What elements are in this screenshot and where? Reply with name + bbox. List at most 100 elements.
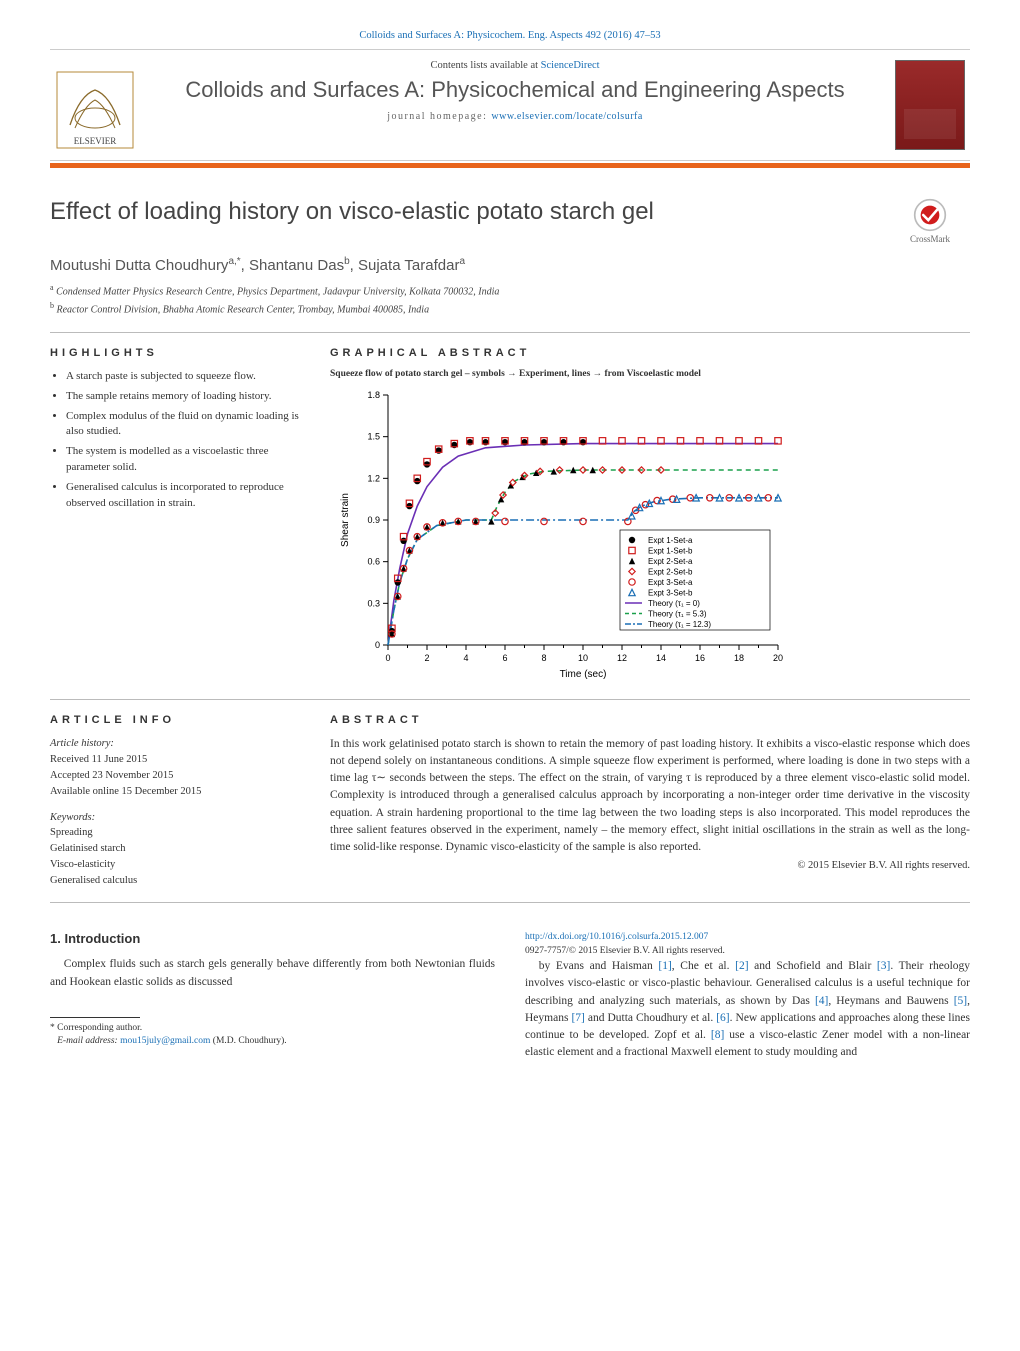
svg-text:1.8: 1.8	[367, 390, 380, 400]
svg-text:Expt 3-Set-a: Expt 3-Set-a	[648, 578, 693, 587]
highlight-item: A starch paste is subjected to squeeze f…	[66, 369, 300, 385]
svg-text:Expt 2-Set-a: Expt 2-Set-a	[648, 557, 693, 566]
journal-homepage-line: journal homepage: www.elsevier.com/locat…	[152, 111, 878, 122]
svg-text:Shear strain: Shear strain	[340, 493, 351, 547]
highlight-item: The sample retains memory of loading his…	[66, 389, 300, 405]
ga-caption: Squeeze flow of potato starch gel – symb…	[330, 369, 970, 379]
svg-text:Expt 1-Set-b: Expt 1-Set-b	[648, 546, 693, 555]
contents-line: Contents lists available at ScienceDirec…	[152, 60, 878, 71]
ref-link[interactable]: [8]	[711, 1029, 724, 1041]
divider	[50, 699, 970, 700]
svg-text:4: 4	[463, 653, 468, 663]
svg-text:2: 2	[424, 653, 429, 663]
svg-text:18: 18	[734, 653, 744, 663]
svg-text:0: 0	[385, 653, 390, 663]
footnote-rule	[50, 1017, 140, 1018]
keywords-label: Keywords:	[50, 810, 300, 826]
homepage-label: journal homepage:	[387, 111, 491, 122]
ref-link[interactable]: [5]	[954, 995, 967, 1007]
highlights-heading: HIGHLIGHTS	[50, 347, 300, 359]
ref-link[interactable]: [6]	[716, 1012, 729, 1024]
accent-bar	[50, 163, 970, 168]
received-date: Received 11 June 2015	[50, 752, 300, 768]
online-date: Available online 15 December 2015	[50, 784, 300, 800]
keyword: Gelatinised starch	[50, 841, 300, 857]
svg-text:6: 6	[502, 653, 507, 663]
elsevier-logo: ELSEVIER	[55, 70, 135, 150]
svg-text:Theory (τ₁ = 5.3): Theory (τ₁ = 5.3)	[648, 609, 707, 618]
intro-para-1: Complex fluids such as starch gels gener…	[50, 956, 495, 991]
svg-text:0.6: 0.6	[367, 556, 380, 566]
email-label: E-mail address:	[57, 1036, 120, 1046]
ref-link[interactable]: [4]	[815, 995, 828, 1007]
svg-text:1.2: 1.2	[367, 473, 380, 483]
svg-text:16: 16	[695, 653, 705, 663]
keyword: Visco-elasticity	[50, 857, 300, 873]
svg-text:20: 20	[773, 653, 783, 663]
svg-text:0.9: 0.9	[367, 515, 380, 525]
corresponding-footnote: * Corresponding author. E-mail address: …	[50, 1022, 495, 1049]
accepted-date: Accepted 23 November 2015	[50, 768, 300, 784]
svg-text:8: 8	[541, 653, 546, 663]
svg-text:Expt 1-Set-a: Expt 1-Set-a	[648, 536, 693, 545]
svg-text:Time (sec): Time (sec)	[560, 669, 607, 680]
divider	[50, 902, 970, 903]
journal-title: Colloids and Surfaces A: Physicochemical…	[152, 77, 878, 103]
article-title: Effect of loading history on visco-elast…	[50, 198, 890, 226]
crossmark-badge[interactable]: CrossMark	[890, 198, 970, 244]
journal-cover-thumb	[895, 60, 965, 150]
ref-link[interactable]: [3]	[877, 960, 890, 972]
svg-text:1.5: 1.5	[367, 431, 380, 441]
keyword: Generalised calculus	[50, 873, 300, 889]
intro-heading: 1. Introduction	[50, 931, 495, 946]
svg-text:Theory (τ₁ = 0): Theory (τ₁ = 0)	[648, 599, 700, 608]
masthead: ELSEVIER Contents lists available at Sci…	[50, 49, 970, 161]
svg-text:ELSEVIER: ELSEVIER	[74, 136, 117, 146]
article-info-block: Article history: Received 11 June 2015 A…	[50, 736, 300, 889]
author-email-link[interactable]: mou15july@gmail.com	[120, 1036, 210, 1046]
ref-link[interactable]: [7]	[571, 1012, 584, 1024]
footer-block: http://dx.doi.org/10.1016/j.colsurfa.201…	[525, 931, 970, 958]
svg-text:0.3: 0.3	[367, 598, 380, 608]
ref-link[interactable]: [2]	[735, 960, 748, 972]
author: Sujata Tarafdara	[358, 257, 465, 274]
ref-link[interactable]: [1]	[658, 960, 671, 972]
affiliation: a Condensed Matter Physics Research Cent…	[50, 282, 970, 299]
highlights-list: A starch paste is subjected to squeeze f…	[50, 369, 300, 513]
keyword: Spreading	[50, 825, 300, 841]
email-who: (M.D. Choudhury).	[210, 1036, 286, 1046]
abstract-text: In this work gelatinised potato starch i…	[330, 736, 970, 857]
doi-link[interactable]: http://dx.doi.org/10.1016/j.colsurfa.201…	[525, 932, 708, 942]
abstract-heading: ABSTRACT	[330, 714, 970, 726]
svg-text:12: 12	[617, 653, 627, 663]
author: Shantanu Dasb	[249, 257, 350, 274]
author: Moutushi Dutta Choudhurya,*	[50, 257, 241, 274]
body-two-col: 1. Introduction Complex fluids such as s…	[50, 931, 970, 1062]
history-label: Article history:	[50, 736, 300, 752]
svg-text:0: 0	[375, 640, 380, 650]
homepage-link[interactable]: www.elsevier.com/locate/colsurfa	[491, 111, 642, 122]
highlight-item: Complex modulus of the fluid on dynamic …	[66, 409, 300, 441]
affiliation: b Reactor Control Division, Bhabha Atomi…	[50, 300, 970, 317]
contents-prefix: Contents lists available at	[430, 60, 540, 71]
citation-header: Colloids and Surfaces A: Physicochem. En…	[50, 30, 970, 41]
ga-chart: 0 2 4 6 8 10 12 14 16 18 20 0 0.3 0.6 0.9 1.2 1.5 1.8 Time…	[330, 385, 800, 685]
crossmark-label: CrossMark	[910, 234, 950, 244]
author-list: Moutushi Dutta Choudhurya,*, Shantanu Da…	[50, 256, 970, 274]
sciencedirect-link[interactable]: ScienceDirect	[541, 60, 600, 71]
divider	[50, 332, 970, 333]
svg-text:Expt 2-Set-b: Expt 2-Set-b	[648, 567, 693, 576]
abstract-copyright: © 2015 Elsevier B.V. All rights reserved…	[330, 860, 970, 871]
svg-text:Theory (τ₁ = 12.3): Theory (τ₁ = 12.3)	[648, 620, 711, 629]
svg-text:10: 10	[578, 653, 588, 663]
highlight-item: The system is modelled as a viscoelastic…	[66, 444, 300, 476]
publisher-logo-box: ELSEVIER	[50, 60, 140, 150]
article-info-heading: ARTICLE INFO	[50, 714, 300, 726]
corr-label: Corresponding author.	[57, 1023, 142, 1033]
crossmark-icon	[913, 198, 947, 232]
issn-copyright: 0927-7757/© 2015 Elsevier B.V. All right…	[525, 946, 725, 956]
graphical-abstract-heading: GRAPHICAL ABSTRACT	[330, 347, 970, 359]
intro-para-2: by Evans and Haisman [1], Che et al. [2]…	[525, 958, 970, 1062]
svg-text:14: 14	[656, 653, 666, 663]
highlight-item: Generalised calculus is incorporated to …	[66, 480, 300, 512]
